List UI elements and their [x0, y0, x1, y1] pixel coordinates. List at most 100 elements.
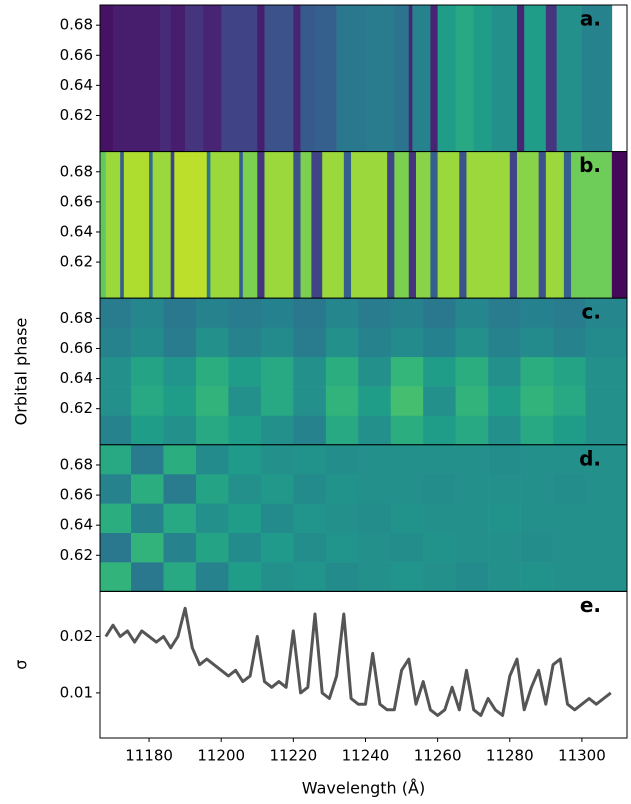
heat-cell: [100, 386, 132, 416]
heat-cell: [358, 473, 392, 504]
x-axis-label: Wavelength (Å): [302, 779, 425, 798]
heat-cell: [293, 473, 327, 504]
y-tick-label: 0.66: [60, 192, 93, 210]
y-tick-label: 0.68: [60, 309, 93, 327]
heat-cell: [455, 532, 489, 563]
heat-cell: [358, 562, 392, 592]
y-tick-label: 0.62: [60, 253, 93, 271]
heat-cell: [293, 386, 327, 416]
heat-cell: [293, 327, 327, 358]
heat-cell: [488, 356, 521, 387]
y-tick-label: 0.62: [60, 106, 93, 124]
y-tick-label: 0.02: [60, 627, 93, 645]
heat-cell: [260, 327, 294, 358]
heat-cell: [260, 503, 294, 533]
heat-cell: [260, 473, 294, 504]
heat-cell: [585, 415, 628, 446]
heat-cell: [455, 386, 489, 416]
heat-cell: [293, 444, 327, 475]
panel-label: a.: [580, 7, 601, 31]
heat-cell: [585, 386, 628, 416]
heat-cell: [228, 356, 262, 387]
heat-cell: [131, 562, 164, 592]
heat-cell: [553, 386, 586, 416]
heat-cell: [581, 5, 613, 152]
heat-cell: [394, 151, 410, 299]
heat-cell: [170, 151, 175, 299]
heat-cell: [260, 298, 294, 328]
heat-cell: [545, 5, 557, 152]
heat-cell: [131, 415, 164, 446]
heat-cell: [358, 327, 392, 358]
heat-cell: [228, 386, 262, 416]
heat-cell: [520, 503, 554, 533]
heat-cell: [491, 5, 518, 152]
heat-cell: [488, 503, 521, 533]
heat-cell: [131, 532, 164, 563]
heat-cell: [336, 5, 366, 152]
heat-cell: [100, 532, 132, 563]
y-tick-label: 0.62: [60, 546, 93, 564]
heat-cell: [553, 298, 586, 328]
heat-cell: [459, 151, 467, 299]
heat-cell: [120, 151, 125, 299]
heat-cell: [100, 562, 132, 592]
y-tick-label: 0.64: [60, 222, 93, 240]
heat-cell: [163, 356, 197, 387]
heat-cell: [293, 5, 301, 152]
heat-cell: [325, 444, 359, 475]
heat-cell: [100, 356, 132, 387]
x-tick-label: 11240: [342, 747, 390, 765]
heat-cell: [293, 562, 327, 592]
heat-cell: [563, 151, 572, 299]
heat-cell: [455, 503, 489, 533]
heat-cell: [358, 386, 392, 416]
heat-cell: [423, 415, 456, 446]
heat-cell: [390, 473, 424, 504]
heat-cell: [390, 327, 424, 358]
y-tick-label: 0.68: [60, 16, 93, 34]
heat-cell: [163, 298, 197, 328]
heat-cell: [585, 503, 628, 533]
heat-cell: [488, 532, 521, 563]
heat-cell: [260, 532, 294, 563]
heat-cell: [325, 327, 359, 358]
heat-cell: [423, 356, 456, 387]
heat-cell: [264, 5, 294, 152]
x-tick-label: 11200: [197, 747, 245, 765]
heat-cell: [455, 327, 489, 358]
heat-cell: [520, 444, 554, 475]
heat-cell: [260, 444, 294, 475]
panel-label: c.: [582, 300, 601, 324]
heat-cell: [538, 151, 547, 299]
heat-cell: [100, 151, 107, 299]
heat-cell: [100, 327, 132, 358]
heat-cell: [545, 151, 565, 299]
heat-cell: [293, 298, 327, 328]
heat-cell: [100, 444, 132, 475]
heat-cell: [520, 298, 554, 328]
heat-cell: [163, 473, 197, 504]
x-tick-label: 11260: [414, 747, 462, 765]
panel-label: e.: [580, 593, 601, 617]
heat-cell: [358, 356, 392, 387]
heat-cell: [221, 5, 258, 152]
heat-cell: [556, 5, 583, 152]
heat-cell: [390, 562, 424, 592]
heat-cell: [325, 503, 359, 533]
y-tick-label: 0.64: [60, 516, 93, 534]
heat-cell: [206, 151, 211, 299]
heat-cell: [394, 5, 410, 152]
heat-cell: [520, 386, 554, 416]
heat-cell: [520, 562, 554, 592]
heat-cell: [257, 5, 265, 152]
heat-cell: [585, 356, 628, 387]
heat-cell: [488, 473, 521, 504]
heat-cell: [325, 386, 359, 416]
heat-cell: [105, 151, 121, 299]
heat-cell: [293, 356, 327, 387]
heat-cell: [195, 415, 229, 446]
y-axis-label: σ: [12, 660, 31, 670]
panel-label: b.: [579, 153, 601, 177]
heat-cell: [553, 327, 586, 358]
